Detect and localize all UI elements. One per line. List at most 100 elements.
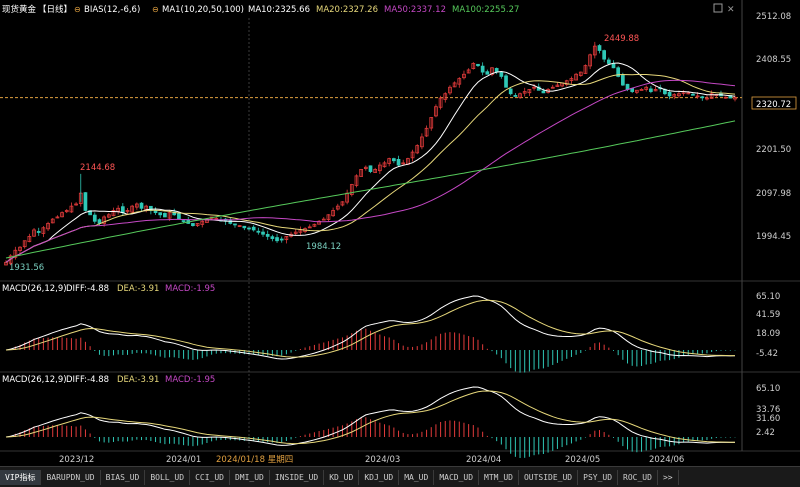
candle [616, 67, 621, 77]
x-axis-label: 2024/05 [565, 455, 600, 465]
candle [181, 220, 186, 222]
candle [569, 78, 574, 82]
candle [644, 86, 649, 90]
candle [513, 95, 518, 97]
candle [396, 159, 401, 166]
high-label: 2449.88 [604, 34, 639, 44]
indicator-tab[interactable]: KD_UD [324, 469, 360, 485]
indicator-tab[interactable]: MTM_UD [479, 469, 519, 485]
ma10-value: MA10:2325.66 [248, 5, 310, 15]
candle [233, 223, 237, 226]
candle [130, 205, 135, 213]
ma-label: MA1(10,20,50,100) [162, 5, 244, 15]
candle [583, 65, 588, 74]
candle [167, 212, 172, 219]
candle [55, 216, 60, 219]
candle [163, 213, 167, 218]
candle [429, 117, 434, 129]
macd-tick: 18.09 [756, 329, 780, 339]
candle [363, 166, 368, 169]
settings-icon[interactable]: ⊖ [74, 5, 81, 14]
candle [709, 93, 714, 99]
candle [275, 237, 279, 242]
candle [448, 86, 452, 94]
indicator-tab-bar: VIP指标 BARUPDN_UD BIAS_UD BOLL_UD CCI_UD DMI_U… [0, 466, 800, 487]
candle [691, 93, 695, 96]
indicator-tab[interactable]: OUTSIDE_UD [519, 469, 579, 485]
macd-tick: -5.42 [756, 349, 778, 359]
price-tick: 2097.98 [756, 189, 791, 199]
indicator-tab[interactable]: CCI_UD [190, 469, 230, 485]
period-label: 【日线】 [38, 4, 72, 15]
price-tick: 2512.08 [756, 12, 791, 22]
indicator-tab[interactable]: MA_UD [399, 469, 435, 485]
candle [340, 201, 345, 206]
candle [625, 83, 630, 90]
candle [499, 71, 504, 77]
candle [13, 249, 18, 258]
close-icon[interactable]: ✕ [727, 5, 735, 15]
candle [392, 158, 396, 162]
candle [312, 223, 317, 227]
indicator-tab[interactable]: MACD_UD [434, 469, 480, 485]
candle [457, 78, 462, 85]
candle [420, 136, 424, 148]
candle [247, 227, 251, 230]
low-label: 1931.56 [9, 263, 44, 273]
settings-icon[interactable] [713, 3, 723, 13]
candle [677, 93, 681, 97]
candle [480, 65, 485, 73]
candle [120, 206, 125, 214]
macd-tick: 31.60 [756, 414, 780, 424]
ma100-line [5, 120, 736, 259]
candle [620, 75, 625, 86]
candle [354, 175, 359, 186]
candle [597, 45, 602, 51]
candle [106, 214, 111, 218]
indicator-tab[interactable]: BARUPDN_UD [41, 469, 101, 485]
candle [195, 223, 200, 227]
indicator-tab[interactable]: PSY_UD [578, 469, 619, 485]
candle [153, 210, 158, 214]
candle [733, 97, 737, 100]
candle [574, 73, 578, 81]
candle [555, 84, 560, 88]
indicator-tab[interactable]: DMI_UD [230, 469, 270, 485]
candle [630, 88, 635, 92]
candle [518, 93, 522, 98]
indicator-tab[interactable]: KDJ_UD [359, 469, 400, 485]
candle [611, 63, 616, 69]
candle [649, 88, 653, 92]
candle [92, 214, 97, 222]
macd-tick: 41.59 [756, 310, 780, 320]
ma100-value: MA100:2255.27 [452, 5, 519, 15]
candle [415, 145, 420, 154]
indicator-tab[interactable]: BIAS_UD [101, 469, 146, 485]
candle [32, 229, 36, 237]
indicator-tab[interactable]: INSIDE_UD [270, 469, 325, 485]
chart-canvas[interactable]: 现货黄金 【日线】 ⊖ BIAS(12,-6,6) ⊖ MA1(10,20,50… [0, 0, 800, 466]
price-tick: 1994.45 [756, 232, 791, 242]
indicator-tab[interactable]: BOLL_UD [145, 469, 191, 485]
macd-dea: DEA:-3.91 [117, 375, 159, 385]
high-label: 2144.68 [80, 163, 115, 173]
macd-value: MACD:-1.95 [165, 284, 215, 294]
candle [705, 97, 709, 100]
indicator-label: BIAS(12,-6,6) [84, 5, 140, 15]
ma10-line [5, 62, 736, 263]
settings-icon[interactable]: ⊖ [152, 5, 159, 14]
x-axis-label: 2024/03 [365, 455, 400, 465]
candle [102, 216, 106, 224]
indicator-tab[interactable]: VIP指标 [0, 469, 42, 485]
candle [326, 214, 331, 220]
candle [321, 218, 326, 221]
candle [41, 227, 46, 234]
macd-dea: DEA:-3.91 [117, 284, 159, 294]
indicator-tab[interactable]: >> [658, 469, 679, 485]
candle [228, 220, 233, 224]
indicator-tab[interactable]: ROC_UD [618, 469, 658, 485]
macd1-dea-line [5, 299, 735, 358]
candle [438, 97, 443, 108]
current-price-label: 2320.72 [756, 100, 791, 110]
candle [242, 225, 247, 229]
